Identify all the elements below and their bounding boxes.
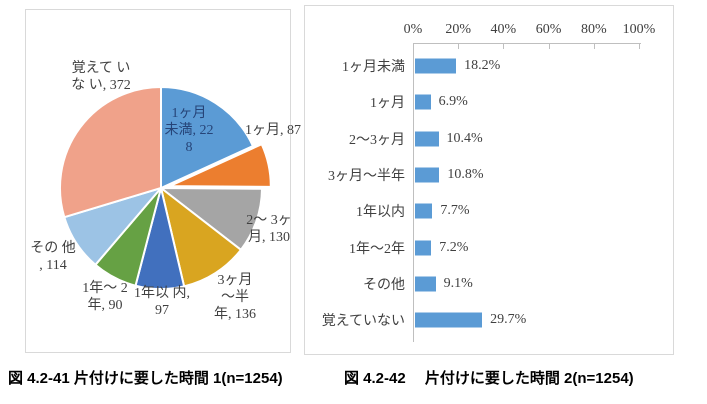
bar-value-label-0: 18.2% xyxy=(464,58,501,73)
bar-row-2: 2〜3ヶ月 10.4% xyxy=(305,121,673,157)
pie-label-0: 1ヶ月 未満, 228 xyxy=(164,106,214,155)
axis-tick-mark-3 xyxy=(548,44,550,49)
bar-row-0: 1ヶ月未満 18.2% xyxy=(305,48,673,84)
axis-tick-label-0: 0% xyxy=(403,22,423,37)
bar-0 xyxy=(415,58,457,74)
axis-tick-mark-0 xyxy=(413,44,414,49)
pie-label-1: 1ヶ月, 87 xyxy=(245,123,301,138)
bar-row-4: 1年以内 7.7% xyxy=(305,193,673,229)
bar-value-label-1: 6.9% xyxy=(438,94,468,110)
bar-1 xyxy=(415,94,431,110)
bar-row-6: その他 9.1% xyxy=(305,266,673,302)
bar-category-label-6: その他 xyxy=(363,277,405,293)
bar-2 xyxy=(415,131,439,147)
bar-value-label-3: 10.8% xyxy=(447,166,484,182)
bar-value-label-4: 7.7% xyxy=(440,203,470,219)
axis-tick-label-3: 60% xyxy=(535,22,562,37)
bar-category-label-0: 1ヶ月未満 xyxy=(342,60,405,75)
axis-tick-mark-4 xyxy=(593,44,595,49)
bar-left-axis-line xyxy=(413,43,414,342)
pie-slice-7 xyxy=(59,86,162,219)
bar-row-3: 3ヶ月〜半年 10.8% xyxy=(305,157,673,193)
bar-category-label-7: 覚えていない xyxy=(321,314,405,330)
bar-row-7: 覚えていない 29.7% xyxy=(305,302,673,338)
bar-category-label-4: 1年以内 xyxy=(356,205,405,221)
bar-category-label-1: 1ヶ月 xyxy=(370,96,405,112)
bar-category-label-5: 1年〜2年 xyxy=(349,241,405,257)
bar-value-label-5: 7.2% xyxy=(439,239,469,255)
bar-3 xyxy=(415,167,440,183)
bar-top-axis-line xyxy=(413,43,641,44)
pie-label-7: 覚えて いな い, 372 xyxy=(71,61,131,93)
bar-value-label-7: 29.7% xyxy=(490,312,527,328)
pie-slice-1 xyxy=(168,143,272,188)
pie-chart-panel: 1ヶ月 未満, 228 1ヶ月, 87 2〜 3ヶ月, 130 3ヶ月 〜半 年, 1… xyxy=(25,9,301,353)
axis-tick-mark-1 xyxy=(458,44,460,49)
pie-label-2: 2〜 3ヶ月, 130 xyxy=(246,213,292,245)
bar-row-5: 1年〜2年 7.2% xyxy=(305,230,673,266)
bar-category-label-2: 2〜3ヶ月 xyxy=(349,132,405,148)
pie-slice-0 xyxy=(160,86,254,189)
pie-label-4: 1年以 内, 97 xyxy=(134,286,190,318)
bar-chart-panel: 0% 20% 40% 60% 80% 100% 1ヶ月未満 18.2% 1ヶ月 6.9% 2〜3ヶ… xyxy=(304,5,674,355)
caption-fig-4-2-42: 図 4.2-42 片付けに要した時間 2(n=1254) xyxy=(344,370,634,387)
pie-slice-3 xyxy=(160,187,242,288)
pie-label-6: その 他 , 114 xyxy=(30,241,76,273)
bar-value-label-2: 10.4% xyxy=(446,130,483,146)
bar-4 xyxy=(415,203,433,219)
bar-7 xyxy=(415,312,483,328)
caption-fig-4-2-41: 図 4.2-41 片付けに要した時間 1(n=1254) xyxy=(8,370,283,387)
bar-6 xyxy=(415,276,436,292)
bar-row-1: 1ヶ月 6.9% xyxy=(305,84,673,120)
axis-tick-mark-2 xyxy=(503,44,505,49)
axis-tick-label-5: 100% xyxy=(622,22,656,37)
axis-tick-label-2: 40% xyxy=(490,22,517,37)
axis-tick-label-1: 20% xyxy=(445,22,472,37)
axis-tick-mark-5 xyxy=(639,44,640,49)
pie-chart xyxy=(59,86,272,290)
pie-label-3: 3ヶ月 〜半 年, 136 xyxy=(214,273,256,322)
bar-value-label-6: 9.1% xyxy=(443,275,473,291)
pie-label-5: 1年〜 2年, 90 xyxy=(82,281,128,313)
bar-5 xyxy=(415,240,432,255)
bar-category-label-3: 3ヶ月〜半年 xyxy=(328,168,405,184)
axis-tick-label-4: 80% xyxy=(580,22,607,37)
